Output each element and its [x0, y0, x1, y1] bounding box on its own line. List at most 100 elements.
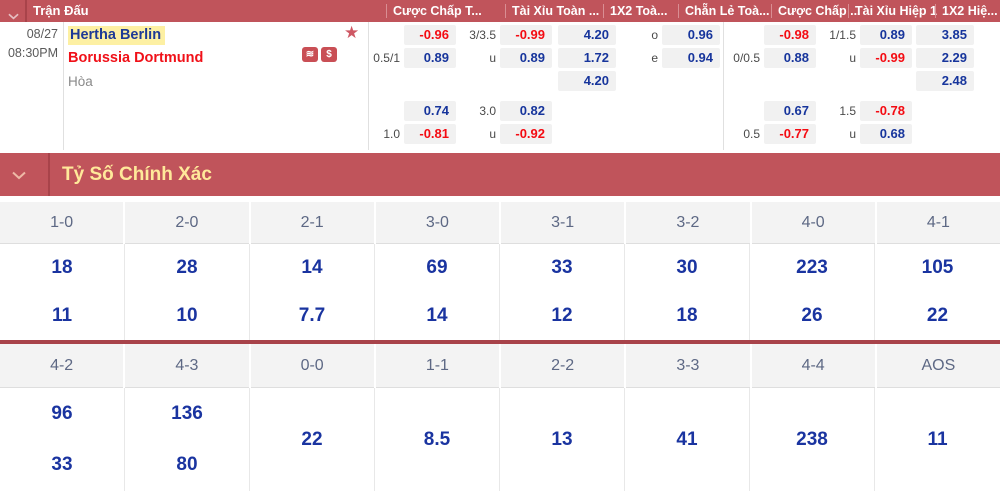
score-odds-value[interactable]: 22	[926, 305, 949, 326]
odds-value-ft_handicap[interactable]: -0.81	[404, 124, 456, 144]
score-odds-value[interactable]: 8.5	[423, 428, 451, 450]
score-odds-value[interactable]: 18	[51, 257, 73, 278]
odds-value-h1_handicap[interactable]: 0.88	[764, 48, 816, 68]
column-header: Cược Chấp T...	[393, 4, 482, 18]
odds-value-ft_1x2[interactable]: 4.20	[558, 71, 616, 91]
odds-value-h1_1x2[interactable]: 2.29	[916, 48, 974, 68]
odds-value-ft_ou[interactable]: -0.92	[500, 124, 552, 144]
score-block-2: 4-2 4-3 0-0 1-1 2-2 3-3 4-4 AOS 96 33 136 80 22 8.5 13…	[0, 340, 1000, 491]
score-odds-value[interactable]: 11	[927, 428, 948, 450]
chevron-down-icon[interactable]	[8, 7, 19, 25]
header-separator	[386, 4, 387, 18]
score-odds-value[interactable]: 7.7	[298, 305, 326, 326]
odds-table-header: Trận Đấu Cược Chấp T... Tài Xỉu Toàn ... 1…	[0, 0, 1000, 22]
score-header: 3-1	[501, 202, 625, 244]
handicap-label-h1_ou: u	[849, 127, 856, 141]
score-odds-value[interactable]: 18	[676, 305, 698, 326]
score-odds-value[interactable]: 96	[51, 402, 73, 424]
score-column: 69 14	[375, 244, 500, 340]
handicap-label-h1_ou: 1.5	[839, 104, 856, 118]
draw-label: Hòa	[68, 74, 93, 89]
score-odds-value[interactable]: 41	[676, 428, 698, 450]
odds-value-h1_ou[interactable]: -0.78	[860, 101, 912, 121]
score-odds-value[interactable]: 14	[426, 305, 448, 326]
score-odds-value[interactable]: 12	[551, 305, 573, 326]
column-divider	[63, 22, 64, 150]
score-header: 0-0	[250, 344, 374, 388]
odds-value-h1_1x2[interactable]: 2.48	[916, 71, 974, 91]
handicap-label-h1_ou: u	[849, 51, 856, 65]
score-header: AOS	[876, 344, 1000, 388]
column-header: Chẵn Lẻ Toà...	[685, 4, 770, 18]
header-separator	[848, 4, 849, 18]
odds-value-ft_ou[interactable]: -0.99	[500, 25, 552, 45]
score-odds-value[interactable]: 136	[171, 402, 203, 424]
odds-value-ft_ou[interactable]: 0.82	[500, 101, 552, 121]
handicap-label-h1_ou: 1/1.5	[829, 28, 856, 42]
score-odds-value[interactable]: 26	[801, 305, 823, 326]
cash-badge-icon[interactable]: $	[321, 47, 337, 62]
header-separator	[935, 4, 936, 18]
odds-value-h1_ou[interactable]: -0.99	[860, 48, 912, 68]
score-column: 96 33	[0, 388, 125, 491]
score-column: 105 22	[875, 244, 1000, 340]
away-team-name: Borussia Dortmund	[68, 50, 204, 66]
column-divider	[723, 22, 724, 150]
match-row: 08/27 08:30PM Hertha Berlin Borussia Dor…	[0, 22, 1000, 150]
match-datetime: 08/27 08:30PM	[0, 25, 58, 63]
score-odds-value[interactable]: 30	[676, 257, 698, 278]
match-odds-table: Trận Đấu Cược Chấp T... Tài Xỉu Toàn ... 1…	[0, 0, 1000, 150]
score-header: 4-2	[0, 344, 124, 388]
score-odds-value[interactable]: 14	[301, 257, 323, 278]
handicap-label-ft_oe: e	[651, 51, 658, 65]
header-divider	[25, 0, 27, 22]
odds-value-h1_ou[interactable]: 0.68	[860, 124, 912, 144]
odds-value-h1_handicap[interactable]: -0.77	[764, 124, 816, 144]
chevron-down-icon[interactable]	[12, 167, 26, 185]
odds-value-h1_1x2[interactable]: 3.85	[916, 25, 974, 45]
score-column: 18 11	[0, 244, 125, 340]
handicap-label-ft_handicap: 0.5/1	[373, 51, 400, 65]
header-separator	[678, 4, 679, 18]
column-header: 1X2 Toà...	[610, 4, 668, 18]
score-column: 11	[875, 388, 1000, 491]
handicap-label-ft_oe: o	[651, 28, 658, 42]
odds-value-h1_ou[interactable]: 0.89	[860, 25, 912, 45]
score-odds-value[interactable]: 33	[551, 257, 573, 278]
score-odds-value[interactable]: 11	[51, 305, 73, 326]
handicap-label-h1_handicap: 0/0.5	[733, 51, 760, 65]
odds-value-ft_handicap[interactable]: 0.89	[404, 48, 456, 68]
odds-value-ft_ou[interactable]: 0.89	[500, 48, 552, 68]
score-odds-value[interactable]: 238	[796, 428, 828, 450]
stream-badge-icon[interactable]: ≋	[302, 47, 318, 62]
score-odds-value[interactable]: 223	[796, 257, 828, 278]
odds-value-ft_oe[interactable]: 0.94	[662, 48, 720, 68]
score-odds-value[interactable]: 13	[551, 428, 573, 450]
score-column: 238	[750, 388, 875, 491]
score-odds-value[interactable]: 69	[426, 257, 448, 278]
score-odds-value[interactable]: 22	[301, 428, 323, 450]
handicap-label-h1_handicap: 0.5	[743, 127, 760, 141]
score-odds-value[interactable]: 33	[51, 454, 73, 476]
score-header: 4-1	[876, 202, 1000, 244]
odds-value-ft_handicap[interactable]: 0.74	[404, 101, 456, 121]
favorite-star-icon[interactable]: ★	[344, 23, 360, 42]
odds-value-ft_1x2[interactable]: 1.72	[558, 48, 616, 68]
odds-value-ft_oe[interactable]: 0.96	[662, 25, 720, 45]
score-odds-value[interactable]: 80	[176, 454, 198, 476]
score-header: 4-0	[751, 202, 875, 244]
score-header: 4-3	[125, 344, 249, 388]
score-odds-value[interactable]: 105	[921, 257, 954, 278]
score-odds-value[interactable]: 10	[176, 305, 198, 326]
banner-divider	[48, 153, 50, 196]
home-team-name: Hertha Berlin	[68, 26, 166, 45]
odds-value-ft_handicap[interactable]: -0.96	[404, 25, 456, 45]
column-header: Tài Xỉu Toàn ...	[512, 4, 600, 18]
odds-value-h1_handicap[interactable]: -0.98	[764, 25, 816, 45]
score-column: 223 26	[750, 244, 875, 340]
odds-value-h1_handicap[interactable]: 0.67	[764, 101, 816, 121]
odds-value-ft_1x2[interactable]: 4.20	[558, 25, 616, 45]
score-odds-value[interactable]: 28	[176, 257, 198, 278]
score-section: 1-0 2-0 2-1 3-0 3-1 3-2 4-0 4-1 18 11 28 10 14 7.7 69 1…	[0, 202, 1000, 491]
